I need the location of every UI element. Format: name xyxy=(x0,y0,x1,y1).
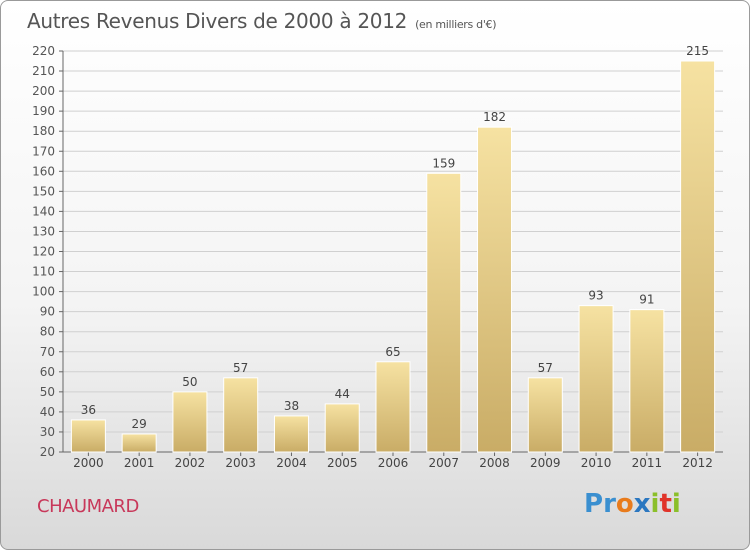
data-label-2002: 50 xyxy=(182,375,197,389)
y-tick-label: 140 xyxy=(32,204,55,218)
bar-2008 xyxy=(477,126,513,453)
y-tick-label: 40 xyxy=(40,405,55,419)
x-tick-label-2004: 2004 xyxy=(276,456,307,470)
y-tick-label: 110 xyxy=(32,265,55,279)
y-tick-label: 120 xyxy=(32,245,55,259)
x-tick-label-2005: 2005 xyxy=(327,456,358,470)
data-label-2006: 65 xyxy=(385,345,400,359)
data-label-2004: 38 xyxy=(284,399,299,413)
commune-name: CHAUMARD xyxy=(37,496,139,517)
x-tick-label-2009: 2009 xyxy=(530,456,561,470)
x-tick-label-2006: 2006 xyxy=(378,456,409,470)
title-unit: (en milliers d'€) xyxy=(415,18,497,31)
y-tick-label: 90 xyxy=(40,305,55,319)
x-tick-label-2008: 2008 xyxy=(479,456,510,470)
x-tick-label-2011: 2011 xyxy=(632,456,663,470)
bar-2002 xyxy=(172,391,208,453)
data-labels: 36 29 50 57 38 44 65 159 182 57 93 91 215 xyxy=(81,44,709,431)
x-tick-label-2000: 2000 xyxy=(73,456,104,470)
data-label-2011: 91 xyxy=(639,293,654,307)
y-tick-label: 70 xyxy=(40,345,55,359)
data-label-2010: 93 xyxy=(588,289,603,303)
y-tick-label: 100 xyxy=(32,285,55,299)
proxiti-logo[interactable]: Proxiti xyxy=(584,489,681,519)
y-tick-label: 150 xyxy=(32,184,55,198)
bar-2006 xyxy=(375,361,411,453)
data-label-2008: 182 xyxy=(483,110,506,124)
x-tick-label-2012: 2012 xyxy=(682,456,713,470)
x-tick-label-2001: 2001 xyxy=(124,456,155,470)
bars xyxy=(70,60,716,453)
y-tick-labels: 20 30 40 50 60 70 80 90 100 110 120 130 140 150 160 170… xyxy=(32,44,55,459)
y-tick-label: 180 xyxy=(32,124,55,138)
data-label-2001: 29 xyxy=(132,417,147,431)
y-tick-label: 190 xyxy=(32,104,55,118)
bar-2004 xyxy=(273,415,309,453)
y-tick-label: 130 xyxy=(32,224,55,238)
bar-2011 xyxy=(629,309,665,453)
data-label-2005: 44 xyxy=(335,387,350,401)
y-tick-label: 170 xyxy=(32,144,55,158)
y-tick-label: 20 xyxy=(40,445,55,459)
y-tick-label: 80 xyxy=(40,325,55,339)
bar-2007 xyxy=(426,172,462,453)
bar-2010 xyxy=(578,305,614,453)
data-label-2003: 57 xyxy=(233,361,248,375)
data-label-2009: 57 xyxy=(538,361,553,375)
x-tick-label-2010: 2010 xyxy=(581,456,612,470)
y-tick-label: 210 xyxy=(32,64,55,78)
bar-2009 xyxy=(527,377,563,453)
y-tick-label: 30 xyxy=(40,425,55,439)
x-tick-label-2007: 2007 xyxy=(428,456,459,470)
x-tick-labels: 2000 2001 2002 2003 2004 2005 2006 2007 2008 2009… xyxy=(73,456,713,470)
bar-2003 xyxy=(223,377,259,453)
bar-2000 xyxy=(70,419,106,453)
x-tick-label-2002: 2002 xyxy=(175,456,206,470)
bar-2001 xyxy=(121,433,157,453)
data-label-2007: 159 xyxy=(432,156,455,170)
bar-2012 xyxy=(680,60,716,453)
x-tick-label-2003: 2003 xyxy=(225,456,256,470)
chart-title: Autres Revenus Divers de 2000 à 2012 (en … xyxy=(27,9,497,33)
y-tick-label: 60 xyxy=(40,365,55,379)
y-tick-label: 220 xyxy=(32,44,55,58)
data-label-2012: 215 xyxy=(686,44,709,58)
y-tick-label: 160 xyxy=(32,164,55,178)
y-tick-label: 200 xyxy=(32,84,55,98)
bar-2005 xyxy=(324,403,360,453)
data-label-2000: 36 xyxy=(81,403,96,417)
title-main: Autres Revenus Divers de 2000 à 2012 xyxy=(27,9,408,33)
y-tick-label: 50 xyxy=(40,385,55,399)
